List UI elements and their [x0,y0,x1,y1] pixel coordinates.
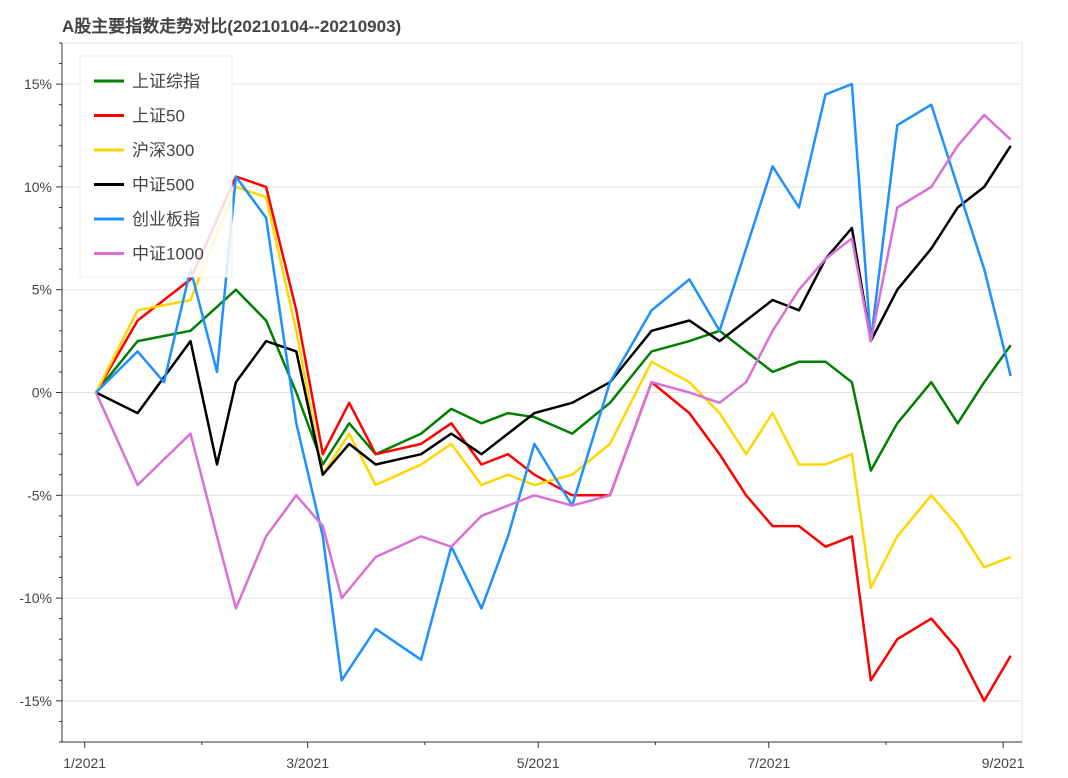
y-tick-label: -5% [27,487,52,503]
series-line [95,82,1012,682]
series-line [94,185,1012,590]
x-tick-label: 3/2021 [286,755,329,771]
x-tick-label: 7/2021 [747,755,790,771]
legend-label: 创业板指 [132,210,200,229]
y-tick-label: -10% [19,590,52,606]
x-tick-label: 9/2021 [982,755,1025,771]
legend-label: 中证1000 [132,245,204,264]
y-tick-label: 5% [32,282,52,298]
y-tick-label: 10% [24,179,52,195]
series-lines [94,82,1012,703]
chart-title: A股主要指数走势对比(20210104--20210903) [62,17,402,36]
legend-label: 中证500 [132,176,194,195]
legend-label: 上证50 [132,107,185,126]
y-tick-label: 0% [32,385,52,401]
series-line [94,175,1012,703]
y-tick-label: -15% [19,693,52,709]
legend-label: 上证综指 [132,72,200,91]
x-tick-label: 5/2021 [517,755,560,771]
legend-label: 沪深300 [132,141,194,160]
axes: 15% 10% 5% 0% -5% -10% -15% 1/2021 3/2021 5/2021 7… [19,42,1025,771]
y-tick-label: 15% [24,76,52,92]
legend-box [79,55,233,278]
series-line [94,113,1012,610]
x-tick-label: 1/2021 [63,755,106,771]
